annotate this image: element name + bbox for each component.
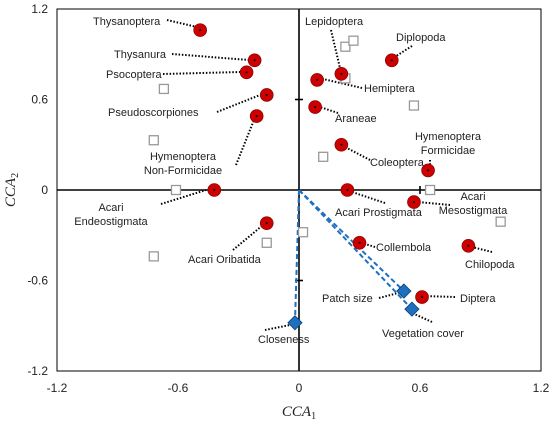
taxon-label-thysanura: Thysanura bbox=[114, 49, 167, 61]
leader-vegetation-cover bbox=[411, 312, 433, 323]
taxon-point-center bbox=[390, 59, 393, 62]
leader-diplopoda bbox=[392, 45, 413, 59]
vector-tip-vegetation-cover bbox=[404, 301, 420, 317]
y-tick-label: -0.6 bbox=[27, 274, 48, 288]
taxon-point-center bbox=[245, 71, 248, 74]
site-point bbox=[408, 100, 420, 111]
taxon-point-center bbox=[412, 201, 415, 204]
x-tick-label: 0 bbox=[296, 381, 303, 395]
tick-labels: -1.2 -0.6 0 0.6 1.2 1.2 0.6 0 -0.6 -1.2 bbox=[27, 2, 549, 395]
site-point bbox=[158, 83, 170, 95]
vector-tip-closeness bbox=[287, 315, 303, 331]
taxon-point-center bbox=[427, 169, 430, 172]
x-axis-title: CCA1 bbox=[282, 404, 316, 422]
taxon-label-hymenoptera-formicidae: Hymenoptera Formicidae bbox=[415, 131, 482, 157]
taxon-point-center bbox=[358, 241, 361, 244]
vector-label-vegetation-cover: Vegetation cover bbox=[382, 328, 464, 340]
site-point bbox=[297, 227, 309, 238]
site-point bbox=[148, 135, 159, 146]
taxon-label-coleoptera: Coleoptera bbox=[370, 157, 425, 169]
x-tick-label: -0.6 bbox=[168, 381, 189, 395]
site-point bbox=[261, 237, 272, 248]
taxon-point-center bbox=[346, 189, 349, 191]
vector-patch-size bbox=[298, 189, 405, 292]
leader-hymenoptera-non-formicidae bbox=[235, 119, 255, 166]
vector-label-patch-size: Patch size bbox=[322, 293, 373, 305]
leader-pseudoscorpiones bbox=[216, 94, 261, 113]
vector-label-closeness: Closeness bbox=[258, 334, 310, 346]
leader-acari-endeostigmata bbox=[160, 189, 207, 205]
taxa-labels: Thysanoptera Thysanura Psocoptera Pseudosco… bbox=[74, 16, 515, 346]
leader-thysanoptera bbox=[166, 19, 198, 28]
taxon-point-center bbox=[467, 244, 470, 247]
site-point bbox=[170, 184, 182, 196]
taxon-label-acari-prostigmata: Acari Prostigmata bbox=[335, 207, 423, 219]
taxon-point-center bbox=[314, 106, 317, 109]
taxon-point-center bbox=[255, 115, 258, 118]
taxa-scores bbox=[193, 23, 476, 304]
y-tick-label: 0.6 bbox=[31, 93, 48, 107]
x-tick-label: -1.2 bbox=[47, 381, 68, 395]
taxon-label-psocoptera: Psocoptera bbox=[106, 69, 163, 81]
site-point bbox=[348, 35, 359, 46]
vector-vegetation-cover bbox=[298, 189, 413, 310]
taxon-label-lepidoptera: Lepidoptera bbox=[305, 16, 364, 28]
taxon-label-hemiptera: Hemiptera bbox=[364, 83, 416, 95]
site-point bbox=[148, 251, 159, 262]
y-axis-title: CCA2 bbox=[3, 173, 21, 207]
leader-acari-prostigmata bbox=[348, 190, 386, 204]
y-tick-label: -1.2 bbox=[27, 364, 48, 378]
taxon-label-collembola: Collembola bbox=[376, 242, 432, 254]
taxon-label-pseudoscorpiones: Pseudoscorpiones bbox=[108, 107, 199, 119]
site-point bbox=[340, 41, 351, 52]
taxon-point-center bbox=[253, 59, 256, 62]
site-point bbox=[495, 216, 506, 227]
taxon-label-acari-mesostigmata: Acari Mesostigmata bbox=[439, 191, 508, 217]
leader-thysanura bbox=[171, 53, 250, 61]
leader-patch-size bbox=[378, 291, 403, 299]
environment-vectors bbox=[287, 189, 420, 331]
taxon-point-center bbox=[213, 189, 216, 191]
site-point bbox=[424, 184, 436, 196]
y-tick-label: 0 bbox=[41, 183, 48, 197]
taxon-label-chilopoda: Chilopoda bbox=[465, 259, 515, 271]
x-tick-label: 1.2 bbox=[533, 381, 550, 395]
taxon-point-center bbox=[199, 29, 202, 32]
site-scores bbox=[148, 35, 506, 262]
leader-coleoptera bbox=[344, 146, 371, 161]
vector-tip-patch-size bbox=[396, 283, 412, 299]
taxon-point-center bbox=[265, 93, 268, 96]
leader-closeness bbox=[264, 324, 291, 331]
leader-lepidoptera bbox=[330, 29, 341, 69]
taxon-label-acari-oribatida: Acari Oribatida bbox=[188, 254, 262, 266]
leader-acari-mesostigmata bbox=[417, 201, 451, 206]
taxon-point-center bbox=[340, 72, 343, 75]
leader-acari-oribatida bbox=[232, 224, 264, 251]
leader-psocoptera bbox=[162, 71, 241, 75]
taxon-point-center bbox=[421, 296, 424, 299]
y-tick-label: 1.2 bbox=[31, 2, 48, 16]
taxon-point-center bbox=[340, 143, 343, 146]
taxon-point-center bbox=[265, 222, 268, 225]
taxon-label-acari-endeostigmata: Acari Endeostigmata bbox=[74, 202, 148, 228]
taxon-label-thysanoptera: Thysanoptera bbox=[93, 16, 161, 28]
taxon-label-diptera: Diptera bbox=[460, 293, 496, 305]
taxon-label-diplopoda: Diplopoda bbox=[396, 32, 446, 44]
taxon-point-center bbox=[316, 78, 319, 81]
taxon-label-hymenoptera-non-formicidae: Hymenoptera Non-Formicidae bbox=[144, 151, 222, 177]
vector-closeness bbox=[293, 189, 300, 323]
taxon-label-araneae: Araneae bbox=[335, 113, 377, 125]
site-point bbox=[318, 151, 329, 162]
label-leaders bbox=[160, 19, 493, 331]
x-tick-label: 0.6 bbox=[412, 381, 429, 395]
